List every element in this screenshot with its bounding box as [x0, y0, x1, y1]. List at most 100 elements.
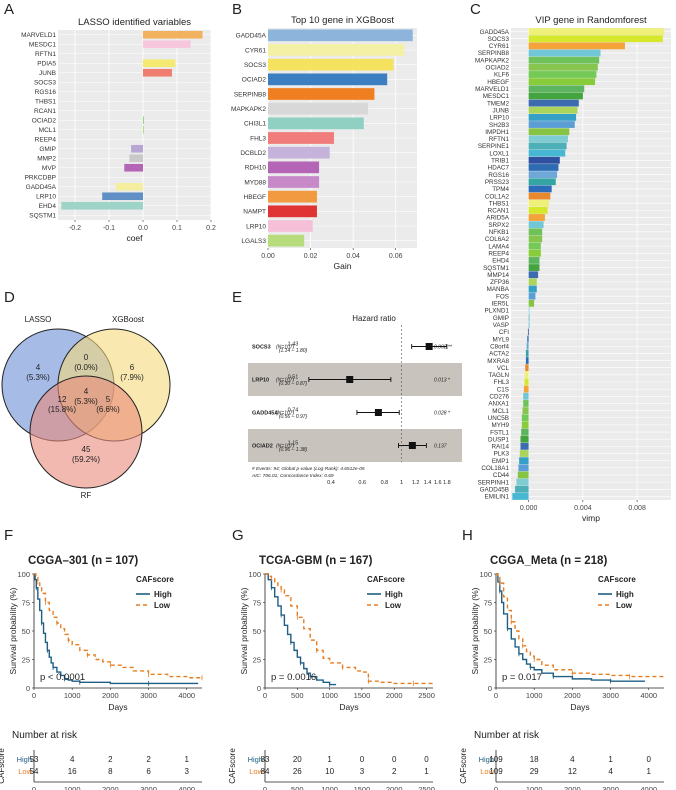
risk-value: 2	[146, 755, 151, 764]
category-label: ACTA2	[489, 351, 509, 358]
tick-label: -0.2	[69, 225, 81, 232]
gene-label: GADD45A	[252, 411, 278, 417]
tick-label: 1	[400, 480, 403, 486]
bar	[268, 176, 320, 188]
chart-title: VIP gene in Randomforest	[535, 15, 647, 26]
category-label: GADD45A	[480, 29, 510, 36]
risk-table-title: Number at risk	[12, 730, 78, 741]
bar	[528, 307, 530, 314]
category-label: EHD4	[39, 203, 57, 210]
category-label: TMEM2	[487, 100, 510, 107]
tick-label: 3000	[602, 785, 619, 790]
category-label: NFKB1	[489, 229, 510, 236]
tick-label: 3000	[602, 691, 619, 700]
venn-circle	[29, 375, 143, 489]
bar	[268, 146, 330, 159]
tick-label: 25	[253, 656, 261, 665]
category-label: CHI3L1	[244, 121, 266, 128]
hr-value: 1.15	[288, 441, 299, 447]
bar	[143, 59, 176, 68]
category-label: REEP4	[488, 250, 509, 257]
km-line-low	[34, 573, 202, 679]
risk-value: 1	[185, 755, 190, 764]
bar	[528, 271, 539, 279]
bar	[528, 63, 598, 71]
category-label: SOCS3	[34, 80, 56, 87]
category-label: MCL1	[492, 408, 509, 415]
bar	[124, 163, 143, 172]
tick-label: 2000	[102, 691, 119, 700]
legend-title: CAFscore	[367, 575, 405, 584]
tick-label: 100	[17, 570, 30, 579]
tick-label: 75	[22, 599, 30, 608]
tick-label: 2000	[386, 691, 403, 700]
category-label: SERPINH1	[478, 479, 510, 486]
risk-value: 29	[530, 767, 539, 776]
risk-value: 3	[185, 767, 190, 776]
panel-letter: A	[4, 1, 14, 18]
legend-label: Low	[154, 601, 171, 610]
bar	[268, 44, 405, 56]
set-label: XGBoost	[112, 315, 145, 324]
risk-y-label: CAFscore	[459, 748, 468, 784]
panel-letter: G	[232, 527, 244, 544]
risk-y-label: CAFscore	[228, 748, 237, 784]
tick-label: 4000	[178, 785, 195, 790]
tick-label: 0.06	[389, 253, 403, 260]
bar	[528, 56, 600, 64]
bar	[521, 414, 529, 422]
p-value: 0.013 *	[434, 378, 451, 384]
footer-text: # Events: 94; Global p-value (Log-Rank):…	[252, 466, 365, 472]
tick-label: 2500	[418, 785, 435, 790]
category-label: CYR61	[245, 47, 266, 54]
n-label: (N=107)	[276, 378, 295, 384]
legend-title: CAFscore	[598, 575, 636, 584]
category-label: FOS	[496, 293, 509, 300]
category-label: LRP10	[246, 223, 266, 230]
tick-label: 4000	[178, 691, 195, 700]
chart-title: CGGA–301 (n = 107)	[28, 555, 138, 567]
bar	[528, 164, 559, 171]
bar	[268, 88, 375, 100]
bar	[143, 40, 191, 49]
bar	[143, 125, 145, 134]
category-label: SQSTM1	[483, 265, 509, 272]
bar	[528, 42, 625, 50]
category-label: MAPKAPK2	[475, 57, 509, 64]
bar	[527, 335, 529, 343]
bar	[520, 442, 529, 450]
category-label: MCL1	[39, 127, 57, 134]
bar	[528, 199, 549, 207]
tick-label: 1000	[321, 785, 338, 790]
category-label: THBS1	[489, 200, 510, 207]
category-label: SOCS3	[488, 36, 510, 43]
category-label: SQSTM1	[29, 213, 56, 220]
category-label: COL6A2	[485, 236, 510, 243]
bar	[524, 371, 529, 379]
bar	[143, 116, 145, 125]
bar	[528, 264, 540, 271]
region-percent: (5.3%)	[26, 373, 50, 382]
category-label: MYD88	[244, 179, 266, 186]
region-percent: (7.9%)	[120, 373, 144, 382]
bar	[268, 117, 364, 130]
risk-value: 109	[489, 755, 503, 764]
tick-label: 75	[253, 599, 261, 608]
bar	[523, 400, 529, 407]
category-label: ZFP36	[490, 279, 509, 286]
gene-label: LRP10	[252, 378, 269, 384]
bar	[519, 457, 529, 465]
risk-value: 8	[108, 767, 113, 776]
category-label: SERPINE1	[478, 143, 510, 150]
risk-value: 53	[30, 755, 39, 764]
panel-letter: D	[4, 289, 15, 306]
x-axis-label: vimp	[582, 513, 600, 523]
panel-letter: B	[232, 1, 242, 18]
tick-label: 25	[484, 656, 492, 665]
category-label: VASP	[493, 322, 509, 329]
risk-row-label: High	[248, 755, 263, 764]
bar	[268, 132, 334, 144]
chart-title: LASSO identified variables	[78, 17, 191, 28]
panel-letter: E	[232, 289, 242, 306]
